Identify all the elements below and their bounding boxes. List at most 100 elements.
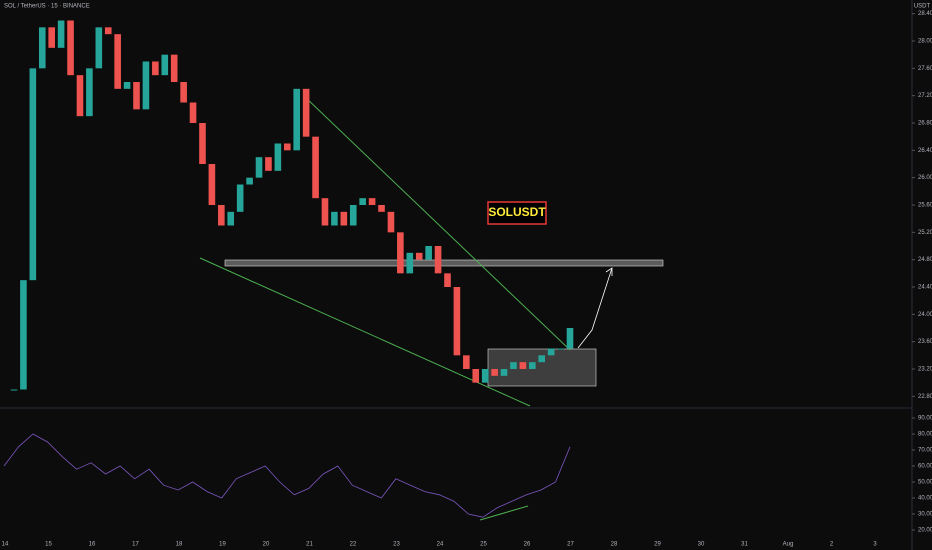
candle [491,369,498,376]
candle [199,123,206,164]
currency: USDT [914,4,931,10]
candle [529,362,536,369]
candle [434,246,442,274]
candle [236,184,244,212]
y-tick-label: 27.20 [918,93,932,99]
rsi-tick-label: 80.00 [918,432,932,438]
x-tick-label: Aug [783,542,794,548]
candle [104,27,112,35]
candle [161,54,169,76]
candle [208,164,216,205]
candle [472,369,480,383]
candle [95,27,103,69]
candle [133,82,140,110]
rsi-tick-label: 20.00 [918,528,932,534]
y-tick-label: 28.00 [918,39,932,45]
candle [189,102,197,123]
rsi-tick-label: 50.00 [918,480,932,486]
rsi-tick-label: 70.00 [918,448,932,454]
x-tick-label: 22 [350,542,357,548]
x-tick-label: 15 [45,542,52,548]
x-tick-label: 29 [654,542,661,548]
candle [368,198,376,205]
x-tick-label: 21 [306,542,313,548]
candle [255,157,263,178]
rsi-tick-label: 30.00 [918,512,932,518]
resistance-zone [224,259,664,267]
annotation-box [487,201,547,225]
y-tick-label: 25.60 [918,203,932,209]
x-tick-label: 18 [176,542,183,548]
range-box [487,348,597,387]
x-tick-label: 3 [873,542,877,548]
candle [566,328,574,349]
candle [397,232,404,274]
candle [321,198,329,226]
candle [218,205,225,226]
y-tick-label: 24.40 [918,285,932,291]
x-tick-label: 28 [611,542,618,548]
candle [415,252,423,260]
x-tick-label: 17 [132,542,139,548]
candle [152,61,159,76]
candle [123,82,131,89]
x-tick-label: 26 [524,542,531,548]
annotation: SOLUSDT [488,205,546,219]
candle [20,280,27,390]
y-tick-label: 28.40 [918,11,932,17]
candle [378,205,385,212]
candle [227,211,235,226]
candle [547,348,555,356]
candle [48,27,55,48]
candle [538,355,546,363]
x-tick-label: 2 [830,542,834,548]
x-tick-label: 23 [393,542,400,548]
candle [359,198,366,205]
candle [406,252,414,274]
candle [142,61,150,110]
candle [481,369,489,383]
y-tick-label: 24.00 [918,312,932,318]
y-tick-label: 26.40 [918,148,932,154]
x-tick-label: 19 [219,542,226,548]
symbol-header: SOL / TetherUS · 15 · BINANCE [4,4,90,10]
rsi-tick-label: 90.00 [918,416,932,422]
candle [500,369,508,376]
candle [444,273,451,287]
candle [331,211,338,226]
candle [67,20,74,76]
x-tick-label: 14 [2,542,9,548]
y-tick-label: 23.60 [918,339,932,345]
rsi-divergence [479,505,529,521]
candle [463,355,470,369]
candle [274,143,282,171]
x-tick-label: 27 [567,542,574,548]
candle [29,68,37,281]
arrow-head [605,267,613,276]
y-tick-label: 25.20 [918,230,932,236]
x-tick-label: 24 [437,542,444,548]
candle [38,27,46,69]
projection-arrow [577,267,613,349]
rsi-line [3,433,571,518]
x-tick-label: 20 [263,542,270,548]
candle [453,287,461,356]
y-tick-label: 27.60 [918,66,932,72]
candle [519,362,527,369]
candle [86,68,93,117]
candle [312,136,319,199]
candle [170,54,178,82]
candle [283,143,291,151]
y-tick-label: 26.00 [918,175,932,181]
candle [349,205,357,226]
candle [425,246,432,260]
y-tick-label: 24.80 [918,257,932,263]
candle [114,34,121,89]
y-tick-label: 22.80 [918,394,932,400]
rsi-tick-label: 40.00 [918,496,932,502]
y-tick-label: 23.20 [918,367,932,373]
rsi-tick-label: 60.00 [918,464,932,470]
x-tick-label: 25 [480,542,487,548]
candle [557,348,564,350]
